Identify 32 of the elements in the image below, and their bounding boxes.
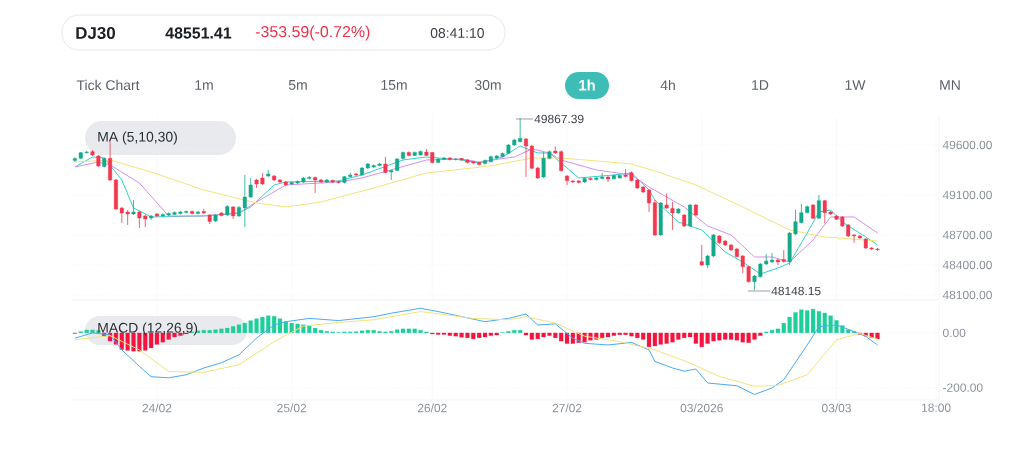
text: 1h [579, 79, 595, 91]
text: Tick Chart [76, 79, 140, 91]
text: 15m [381, 80, 407, 90]
text: 1m [195, 80, 213, 90]
y-tick-label: -200.00 [943, 383, 983, 392]
text: 08:41:10 [430, 28, 484, 38]
x-tick-label: 25/02 [277, 403, 307, 413]
y-tick-label: 48700.00 [942, 230, 992, 240]
y-tick-label: 0.00 [943, 328, 966, 338]
text: 1D [752, 80, 769, 90]
x-tick-label: 27/02 [552, 403, 582, 413]
text: -353.59(-0.72%) [255, 25, 370, 41]
text: 48551.41 [165, 27, 232, 39]
text: 5m [288, 80, 307, 90]
x-tick-label: 18:00 [922, 403, 951, 412]
text: MN [940, 80, 960, 90]
chart-title: DJ30 [76, 26, 115, 39]
x-tick-label: 03/03 [822, 403, 851, 413]
annotation: MACD (12,26,9) [98, 322, 198, 336]
y-tick-label: 49100.00 [942, 190, 992, 200]
annotation: MA (5,10,30) [98, 131, 177, 145]
y-tick-label: 48400.00 [942, 260, 992, 270]
y-tick-label: 48100.00 [942, 290, 992, 300]
text: 4h [660, 79, 675, 91]
x-tick-label: 03/2026 [680, 403, 723, 413]
y-tick-label: 49600.00 [942, 140, 992, 150]
text: 1W [845, 80, 866, 90]
text: 30m [474, 80, 501, 90]
annotation: 49867.39 [534, 114, 584, 124]
annotation: 48148.15 [771, 286, 821, 296]
x-tick-label: 24/02 [142, 403, 172, 413]
x-tick-label: 26/02 [417, 403, 447, 413]
